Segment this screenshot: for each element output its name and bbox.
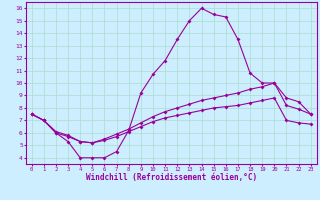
X-axis label: Windchill (Refroidissement éolien,°C): Windchill (Refroidissement éolien,°C) — [86, 173, 257, 182]
